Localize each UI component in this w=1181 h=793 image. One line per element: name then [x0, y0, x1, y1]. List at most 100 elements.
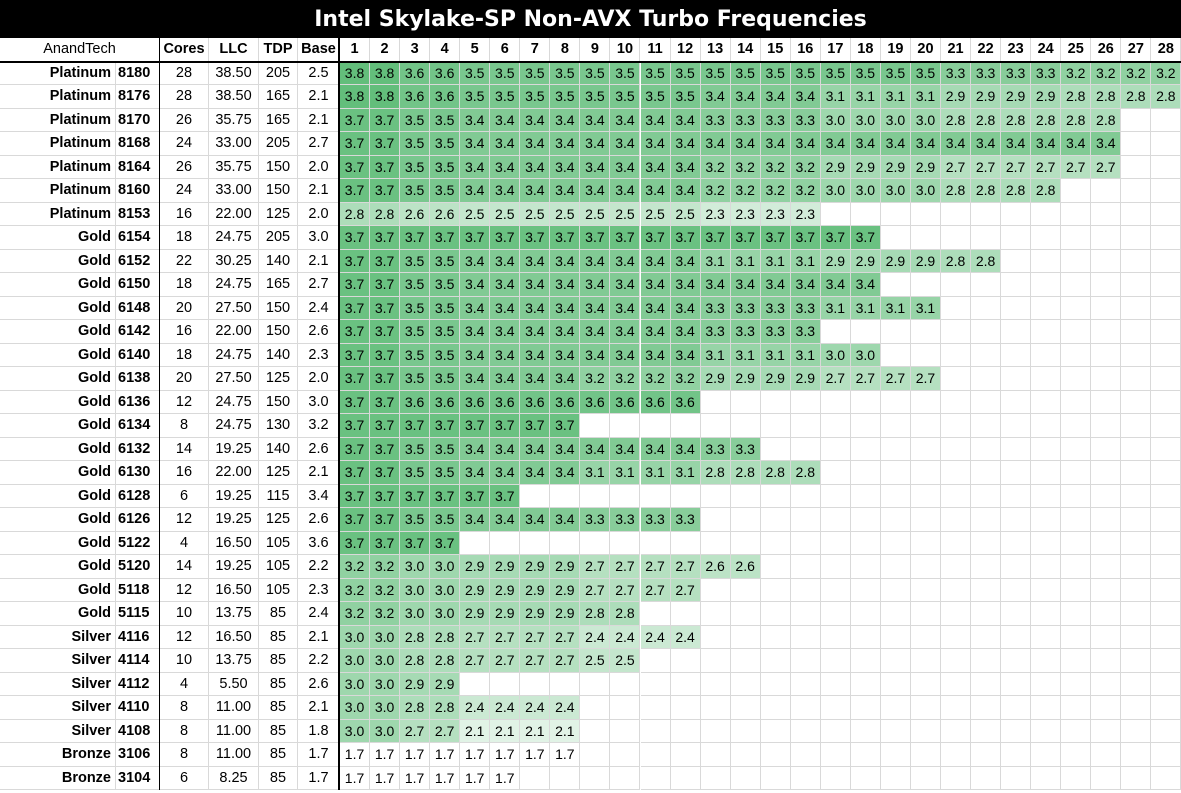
turbo-freq-cell: 3.7 — [340, 320, 371, 344]
turbo-freq-cell: 3.1 — [850, 85, 881, 109]
cpu-llc: 11.00 — [209, 696, 259, 720]
empty-cell — [1031, 719, 1062, 743]
empty-cell — [520, 672, 551, 696]
empty-cell — [700, 625, 731, 649]
empty-cell — [941, 273, 972, 297]
cpu-base: 2.0 — [298, 202, 340, 226]
cpu-brand: Gold — [0, 414, 116, 438]
turbo-freq-cell: 2.5 — [550, 202, 581, 226]
turbo-freq-cell: 1.7 — [340, 743, 371, 767]
empty-cell — [880, 531, 911, 555]
empty-cell — [820, 625, 851, 649]
empty-cell — [1151, 555, 1181, 579]
empty-cell — [1061, 625, 1092, 649]
empty-cell — [971, 625, 1002, 649]
turbo-freq-cell: 3.1 — [880, 85, 911, 109]
empty-cell — [1121, 320, 1152, 344]
empty-cell — [490, 672, 521, 696]
turbo-freq-cell: 2.5 — [490, 202, 521, 226]
cpu-brand: Gold — [0, 437, 116, 461]
turbo-freq-cell: 3.4 — [820, 273, 851, 297]
turbo-freq-cell: 2.8 — [1061, 85, 1092, 109]
turbo-freq-cell: 2.6 — [730, 555, 761, 579]
core-count-header: 25 — [1061, 38, 1092, 62]
empty-cell — [1001, 343, 1032, 367]
empty-cell — [610, 672, 641, 696]
empty-cell — [610, 766, 641, 790]
turbo-freq-cell: 3.4 — [460, 461, 491, 485]
core-count-header: 7 — [520, 38, 551, 62]
empty-cell — [760, 390, 791, 414]
turbo-freq-cell: 3.4 — [550, 461, 581, 485]
turbo-freq-cell: 3.5 — [460, 85, 491, 109]
cpu-model: 6142 — [116, 320, 160, 344]
core-count-header: 21 — [941, 38, 972, 62]
empty-cell — [1031, 296, 1062, 320]
core-count-header: 26 — [1091, 38, 1122, 62]
empty-cell — [1151, 273, 1181, 297]
turbo-freq-cell: 3.5 — [670, 85, 701, 109]
turbo-freq-cell: 3.5 — [400, 508, 431, 532]
turbo-freq-cell: 3.7 — [340, 132, 371, 156]
cpu-cores: 26 — [160, 155, 209, 179]
turbo-freq-cell: 2.4 — [550, 696, 581, 720]
empty-cell — [1001, 296, 1032, 320]
turbo-freq-cell: 3.4 — [610, 343, 641, 367]
empty-cell — [850, 437, 881, 461]
cpu-brand: Platinum — [0, 179, 116, 203]
turbo-freq-cell: 2.9 — [850, 249, 881, 273]
cpu-tdp: 105 — [259, 578, 298, 602]
turbo-freq-cell: 3.4 — [550, 343, 581, 367]
empty-cell — [1151, 343, 1181, 367]
cpu-llc: 13.75 — [209, 649, 259, 673]
cpu-tdp: 85 — [259, 602, 298, 626]
empty-cell — [971, 578, 1002, 602]
empty-cell — [640, 696, 671, 720]
cpu-model: 4108 — [116, 719, 160, 743]
turbo-freq-cell: 3.7 — [370, 414, 401, 438]
turbo-freq-cell: 3.3 — [700, 108, 731, 132]
cpu-tdp: 140 — [259, 249, 298, 273]
turbo-freq-cell: 3.5 — [400, 367, 431, 391]
turbo-freq-cell: 2.9 — [730, 367, 761, 391]
empty-cell — [1001, 273, 1032, 297]
cpu-base: 2.6 — [298, 437, 340, 461]
turbo-freq-cell: 3.6 — [430, 61, 461, 85]
turbo-freq-cell: 3.3 — [760, 296, 791, 320]
turbo-freq-cell: 3.5 — [400, 108, 431, 132]
empty-cell — [1061, 531, 1092, 555]
cpu-tdp: 105 — [259, 555, 298, 579]
turbo-freq-cell: 3.7 — [370, 343, 401, 367]
empty-cell — [1001, 508, 1032, 532]
empty-cell — [1031, 625, 1062, 649]
turbo-freq-cell: 2.8 — [400, 696, 431, 720]
empty-cell — [760, 508, 791, 532]
cpu-cores: 8 — [160, 719, 209, 743]
turbo-freq-cell: 3.4 — [640, 343, 671, 367]
turbo-freq-cell: 3.4 — [700, 273, 731, 297]
empty-cell — [910, 766, 941, 790]
empty-cell — [880, 320, 911, 344]
empty-cell — [850, 461, 881, 485]
empty-cell — [1061, 437, 1092, 461]
turbo-freq-cell: 3.4 — [490, 343, 521, 367]
turbo-freq-cell: 3.2 — [340, 602, 371, 626]
turbo-freq-cell: 3.0 — [880, 179, 911, 203]
empty-cell — [460, 531, 491, 555]
turbo-freq-cell: 3.0 — [430, 602, 461, 626]
turbo-freq-cell: 3.0 — [910, 179, 941, 203]
empty-cell — [1151, 508, 1181, 532]
turbo-freq-cell: 3.1 — [760, 249, 791, 273]
turbo-freq-cell: 3.5 — [400, 155, 431, 179]
empty-cell — [910, 320, 941, 344]
empty-cell — [880, 743, 911, 767]
turbo-freq-cell: 2.9 — [490, 555, 521, 579]
turbo-freq-cell: 3.4 — [580, 343, 611, 367]
turbo-freq-cell: 3.4 — [580, 132, 611, 156]
empty-cell — [850, 578, 881, 602]
empty-cell — [1001, 555, 1032, 579]
cpu-brand: Gold — [0, 343, 116, 367]
cpu-tdp: 105 — [259, 531, 298, 555]
empty-cell — [941, 743, 972, 767]
cpu-model: 6136 — [116, 390, 160, 414]
